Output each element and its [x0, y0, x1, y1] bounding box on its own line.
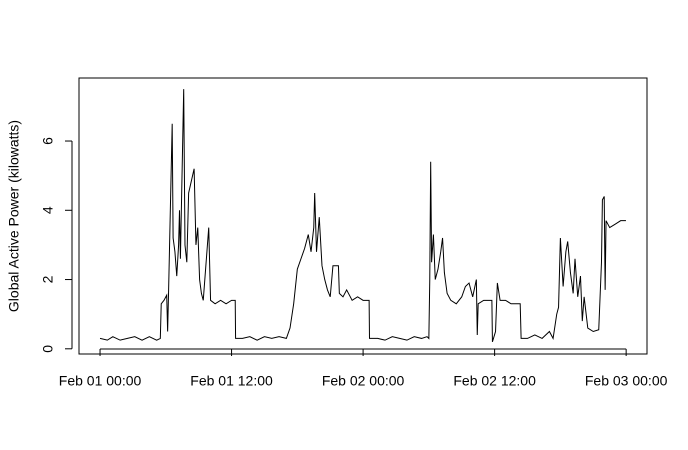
x-tick-label: Feb 03 00:00	[585, 373, 668, 389]
y-axis-label: Global Active Power (kilowatts)	[6, 120, 22, 312]
x-tick-label: Feb 01 12:00	[190, 373, 273, 389]
y-tick-label: 2	[40, 275, 56, 283]
plot-box	[78, 77, 648, 355]
y-tick-label: 0	[40, 345, 56, 353]
x-tick-label: Feb 02 12:00	[453, 373, 536, 389]
y-tick-label: 4	[40, 206, 56, 214]
power-line	[99, 89, 626, 343]
x-tick-label: Feb 02 00:00	[322, 373, 405, 389]
y-tick-label: 6	[40, 137, 56, 145]
x-tick-label: Feb 01 00:00	[59, 373, 142, 389]
